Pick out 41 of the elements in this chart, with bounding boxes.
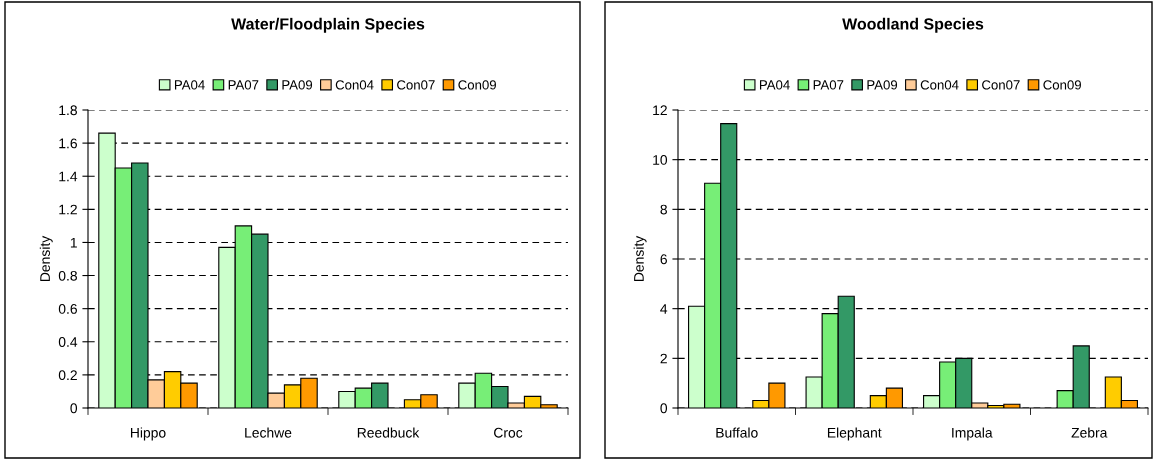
x-tick-label: Buffalo	[716, 427, 758, 438]
legend-label: Con04	[335, 80, 374, 90]
y-tick-label: 1.4	[59, 171, 78, 182]
legend-label: PA09	[867, 80, 898, 90]
legend-label: Con04	[920, 80, 959, 90]
legend-label: PA09	[282, 80, 313, 90]
x-tick-label: Impala	[952, 427, 993, 441]
x-tick-label: Reedbuck	[357, 427, 420, 438]
y-tick-label: 0	[660, 403, 668, 414]
x-tick-label: Zebra	[1071, 427, 1108, 438]
y-tick-label: 10	[653, 155, 668, 165]
chart-title: Woodland Species	[842, 17, 984, 33]
legend-label: PA04	[174, 80, 205, 90]
x-tick-label: Lechwe	[245, 427, 292, 438]
y-tick-label: 8	[660, 204, 667, 215]
y-tick-label: 1.6	[59, 138, 77, 149]
legend-label: Con07	[397, 80, 435, 90]
x-tick-label: Hippo	[131, 427, 166, 441]
legend-label: Con09	[1043, 80, 1081, 90]
x-tick-label: Croc	[494, 427, 523, 438]
legend-label: PA07	[228, 80, 259, 90]
legend-label: PA07	[813, 80, 844, 90]
y-tick-label: 0.4	[58, 337, 78, 347]
y-axis-title: Density	[633, 235, 647, 282]
y-tick-label: 4	[660, 304, 668, 314]
y-tick-label: 1.2	[59, 204, 77, 215]
chart-title: Water/Floodplain Species	[231, 17, 425, 33]
y-tick-label: 2	[660, 353, 667, 364]
legend-label: Con07	[982, 80, 1020, 90]
y-tick-label: 0.8	[58, 270, 77, 281]
y-tick-label: 0.2	[58, 370, 77, 381]
y-tick-label: 6	[660, 254, 667, 265]
legend-label: PA04	[759, 80, 790, 90]
legend-label: Con09	[458, 80, 496, 90]
y-tick-label: 1.8	[59, 105, 77, 116]
y-tick-label: 1	[70, 237, 77, 248]
y-axis-title: Density	[39, 235, 53, 282]
y-tick-label: 0.6	[58, 304, 77, 314]
y-tick-label: 12	[653, 105, 667, 116]
y-tick-label: 0	[70, 403, 78, 414]
x-tick-label: Elephant	[827, 427, 882, 441]
